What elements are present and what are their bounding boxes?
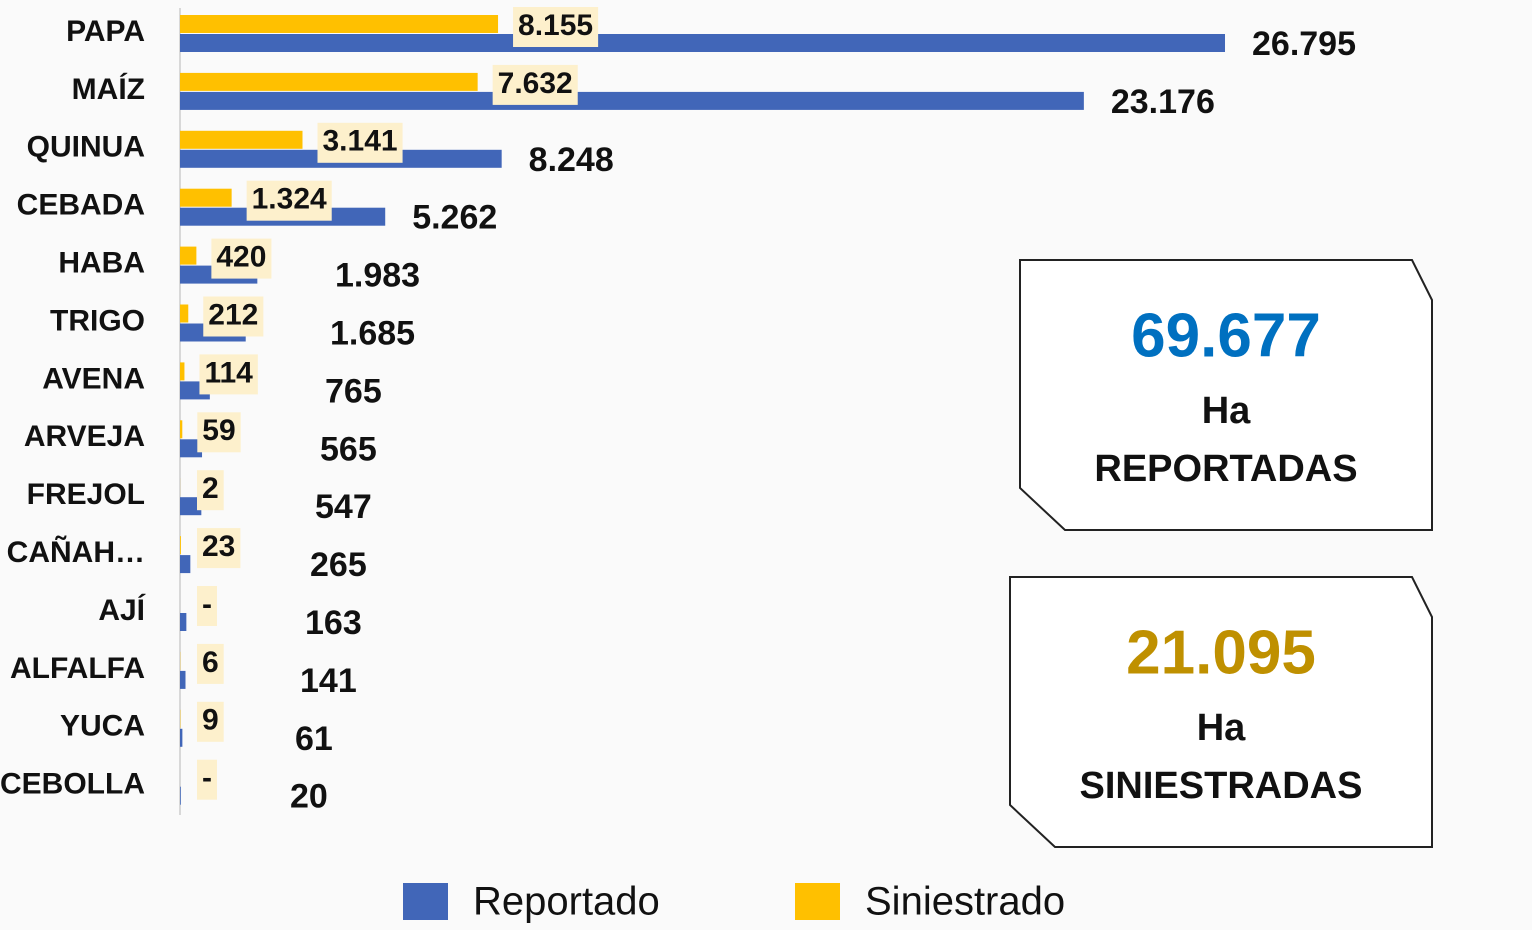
data-label: 8.155 (518, 9, 593, 42)
legend-swatch (795, 883, 840, 920)
data-label: 565 (320, 430, 377, 468)
category-label: TRIGO (50, 304, 145, 337)
bar (180, 72, 478, 91)
label-background (211, 238, 272, 279)
legend-swatch (403, 883, 448, 920)
label-background (317, 122, 403, 163)
bar (180, 536, 181, 555)
bar (180, 728, 183, 747)
bar (180, 555, 191, 574)
summary-label: SINIESTRADAS (1080, 765, 1363, 807)
bar (180, 246, 197, 265)
data-label: 23.176 (1111, 83, 1215, 121)
label-background (203, 296, 264, 337)
label-background (246, 180, 332, 221)
label-background (197, 701, 224, 742)
label-background (197, 528, 241, 569)
data-label: 26.795 (1252, 25, 1356, 63)
bar (180, 786, 181, 805)
label-background (197, 759, 217, 800)
summary-value: 69.677 (1131, 301, 1321, 370)
data-label: 23 (202, 530, 235, 563)
data-label: 1.983 (335, 257, 420, 295)
bar (180, 15, 499, 33)
bar (180, 362, 185, 381)
label-background (197, 586, 217, 626)
bar (180, 420, 183, 439)
bar (180, 304, 189, 323)
category-label: AJÍ (98, 593, 145, 627)
data-label: 8.248 (529, 141, 614, 179)
data-label: 420 (216, 241, 266, 274)
data-label: 212 (208, 298, 258, 331)
category-label: FREJOL (27, 478, 145, 511)
label-background (197, 412, 241, 453)
data-label: 765 (325, 372, 382, 410)
label-background (197, 643, 224, 684)
category-label: CEBOLLA (0, 768, 145, 801)
summary-unit: Ha (1197, 707, 1246, 749)
label-background (197, 470, 224, 511)
bar (180, 91, 1084, 110)
bar (180, 439, 203, 458)
bar (180, 613, 187, 631)
label-background (492, 64, 578, 105)
category-label: ALFALFA (10, 652, 145, 685)
data-label: 1.685 (330, 314, 415, 352)
bar (180, 34, 1226, 52)
category-label: CEBADA (17, 189, 145, 222)
data-label: - (202, 762, 212, 795)
bar (180, 670, 186, 689)
legend-label: Siniestrado (865, 880, 1065, 924)
category-label: PAPA (66, 15, 145, 48)
summary-value: 21.095 (1126, 618, 1316, 687)
label-background (513, 7, 599, 47)
data-label: - (202, 588, 212, 621)
summary-box (1019, 259, 1433, 531)
category-label: CAÑAH… (7, 535, 145, 569)
data-label: 163 (305, 604, 362, 642)
category-label: ARVEJA (24, 420, 145, 453)
category-label: HABA (58, 247, 145, 280)
summary-unit: Ha (1202, 390, 1251, 432)
data-label: 6 (202, 646, 219, 679)
data-label: 7.632 (498, 67, 573, 100)
data-label: 59 (202, 414, 235, 447)
data-label: 1.324 (252, 183, 327, 216)
data-label: 3.141 (322, 125, 397, 158)
data-label: 547 (315, 488, 372, 526)
category-label: MAÍZ (72, 72, 145, 106)
data-label: 20 (290, 778, 328, 816)
legend-label: Reportado (473, 880, 660, 924)
data-label: 141 (300, 662, 357, 700)
summary-box (1009, 576, 1433, 848)
data-label: 265 (310, 546, 367, 584)
bar (180, 130, 303, 149)
category-label: YUCA (60, 710, 145, 743)
data-label: 2 (202, 472, 219, 505)
bar (180, 188, 232, 207)
category-label: QUINUA (27, 131, 145, 164)
data-label: 114 (204, 356, 253, 389)
category-label: AVENA (42, 362, 145, 395)
data-label: 9 (202, 704, 219, 737)
bar (180, 497, 202, 516)
data-label: 5.262 (412, 199, 497, 237)
summary-label: REPORTADAS (1094, 448, 1357, 490)
data-label: 61 (295, 720, 333, 758)
label-background (199, 354, 258, 395)
